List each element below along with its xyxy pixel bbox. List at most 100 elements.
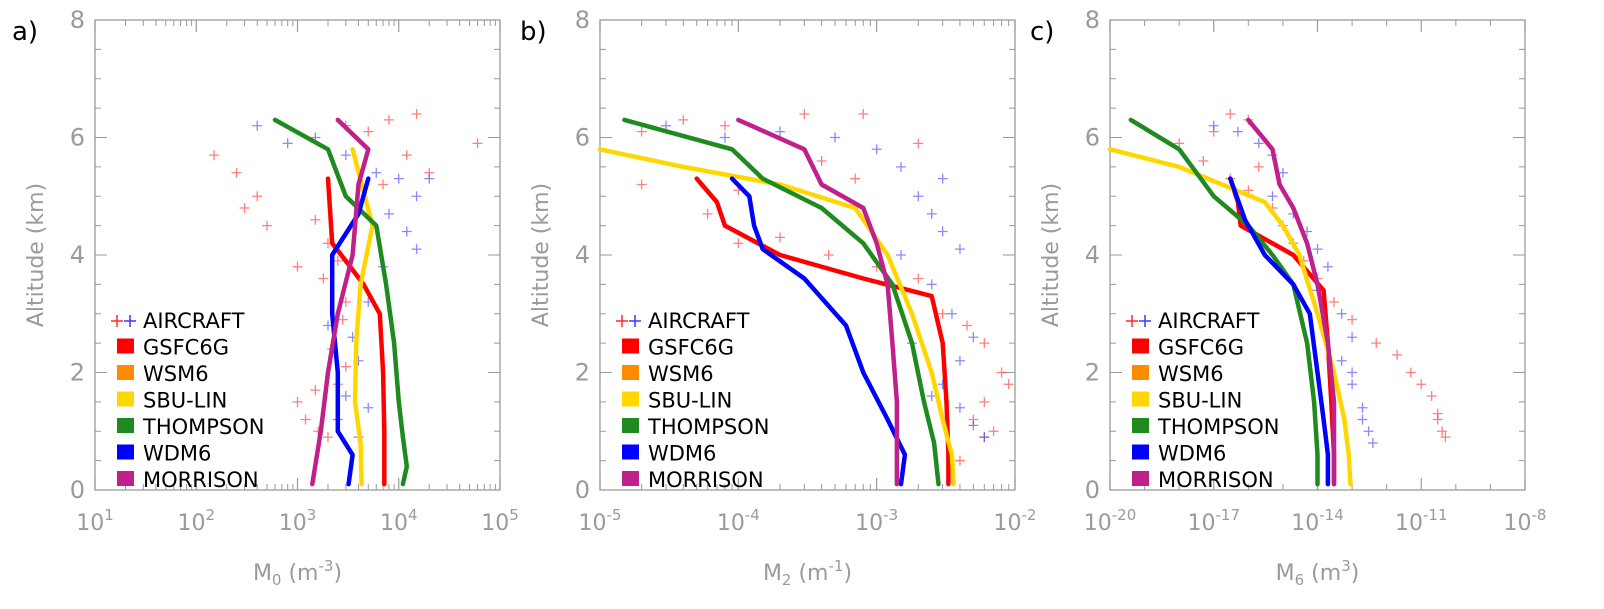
y-tick-label: 4 xyxy=(575,241,590,269)
x-axis-label-unit: (m xyxy=(281,561,318,586)
legend-label: SBU-LIN xyxy=(143,389,227,413)
aircraft-point xyxy=(858,109,869,119)
y-tick-label: 0 xyxy=(575,476,590,504)
legend-swatch-thompson xyxy=(622,418,639,433)
legend-swatch-wdm6 xyxy=(1132,444,1149,460)
aircraft-point xyxy=(363,126,374,137)
aircraft-point xyxy=(411,244,422,255)
aircraft-point xyxy=(774,126,785,137)
x-axis-label-unit-exp: -3 xyxy=(318,557,333,575)
aircraft-point xyxy=(1363,426,1374,437)
aircraft-point xyxy=(1003,379,1014,390)
legend-label: GSFC6G xyxy=(143,336,229,360)
aircraft-point xyxy=(937,173,948,184)
aircraft-point xyxy=(310,214,321,225)
panel-label: a) xyxy=(12,17,38,47)
legend-swatch-thompson xyxy=(117,418,134,433)
aircraft-point xyxy=(979,338,990,349)
aircraft-point xyxy=(209,150,220,161)
x-tick-label: 10-14 xyxy=(1291,506,1344,536)
legend-swatch-sbu-lin xyxy=(1132,391,1149,407)
legend-aircraft-marker xyxy=(1126,315,1138,327)
x-tick-label: 103 xyxy=(279,506,317,536)
aircraft-point xyxy=(719,120,730,131)
aircraft-point xyxy=(1405,367,1416,378)
aircraft-point xyxy=(371,167,382,178)
x-axis-label-sub: 0 xyxy=(272,571,282,589)
legend-swatch-wsm6 xyxy=(117,365,134,380)
aircraft-point xyxy=(252,191,263,202)
legend-label: SBU-LIN xyxy=(648,389,732,413)
legend-swatch-thompson xyxy=(1132,418,1149,433)
aircraft-point xyxy=(1367,438,1378,448)
aircraft-point xyxy=(937,308,948,319)
aircraft-point xyxy=(937,226,948,237)
aircraft-point xyxy=(1357,402,1368,413)
aircraft-point xyxy=(1432,414,1443,425)
aircraft-point xyxy=(1232,126,1243,137)
x-tick-label: 105 xyxy=(481,506,519,536)
y-tick-label: 8 xyxy=(1085,6,1100,34)
aircraft-point xyxy=(340,391,351,401)
legend-label: GSFC6G xyxy=(648,336,734,360)
series-line-thompson xyxy=(272,117,410,487)
x-tick-label: 104 xyxy=(380,506,418,536)
x-axis-label-main: M xyxy=(763,561,782,586)
panel-c: c) 10-20 10-17 10-14 10-11 10-8 0 2 4 6 8 AIRCRA… xyxy=(1030,6,1546,589)
legend-label: THOMPSON xyxy=(647,415,770,439)
aircraft-point xyxy=(1277,167,1288,178)
x-axis-label-unit: (m xyxy=(791,561,828,586)
aircraft-point xyxy=(1371,338,1382,349)
aircraft-point xyxy=(719,132,730,143)
aircraft-points xyxy=(209,109,483,443)
aircraft-point xyxy=(850,173,861,184)
y-tick-label: 6 xyxy=(70,124,85,152)
legend-swatch-morrison xyxy=(1132,471,1149,486)
aircraft-point xyxy=(252,120,263,131)
y-ticks: 0 2 4 6 8 xyxy=(70,6,500,504)
aircraft-point xyxy=(300,414,311,425)
legend-swatch-wdm6 xyxy=(117,444,134,460)
aircraft-point xyxy=(954,355,965,366)
aircraft-point xyxy=(1416,379,1427,390)
aircraft-points xyxy=(636,109,1014,466)
aircraft-point xyxy=(1440,432,1451,443)
series-line-gsfc6g xyxy=(325,176,387,487)
y-tick-label: 0 xyxy=(70,476,85,504)
legend-label: GSFC6G xyxy=(1158,336,1244,360)
aircraft-point xyxy=(926,279,937,290)
x-tick-label: 10-17 xyxy=(1188,506,1241,536)
legend-label: MORRISON xyxy=(1158,468,1274,492)
legend-swatch-gsfc6g xyxy=(1132,338,1149,354)
y-tick-label: 6 xyxy=(1085,124,1100,152)
aircraft-point xyxy=(1347,314,1358,325)
x-tick-label: 101 xyxy=(76,506,114,536)
legend-label: SBU-LIN xyxy=(1158,389,1242,413)
series-line-sbu-lin xyxy=(597,147,956,487)
aircraft-point xyxy=(1208,120,1219,131)
x-axis-label-sub: 2 xyxy=(782,571,792,589)
aircraft-point xyxy=(262,220,273,231)
legend-aircraft-marker xyxy=(629,315,641,327)
legend-swatch-wsm6 xyxy=(1132,365,1149,380)
aircraft-point xyxy=(830,132,841,143)
x-ticks: 10-5 10-4 10-3 10-2 xyxy=(579,20,1036,536)
x-tick-label: 102 xyxy=(177,506,215,536)
legend-swatch-wsm6 xyxy=(622,365,639,380)
x-tick-label: 10-3 xyxy=(855,506,898,536)
aircraft-point xyxy=(799,109,810,119)
aircraft-point xyxy=(1322,261,1333,272)
aircraft-point xyxy=(636,179,647,190)
series-line-wdm6 xyxy=(329,176,371,487)
aircraft-point xyxy=(292,261,303,272)
panel-b: b) 10-5 10-4 10-3 10-2 0 2 4 6 8 AIRCRAFT GSFC6G… xyxy=(520,6,1036,589)
aircraft-point xyxy=(954,244,965,255)
aircraft-point xyxy=(282,138,293,149)
aircraft-point xyxy=(401,150,412,161)
aircraft-point xyxy=(968,420,979,431)
y-tick-label: 6 xyxy=(575,124,590,152)
aircraft-point xyxy=(239,203,250,213)
model-series xyxy=(1107,117,1353,487)
legend-aircraft-marker xyxy=(616,315,628,327)
